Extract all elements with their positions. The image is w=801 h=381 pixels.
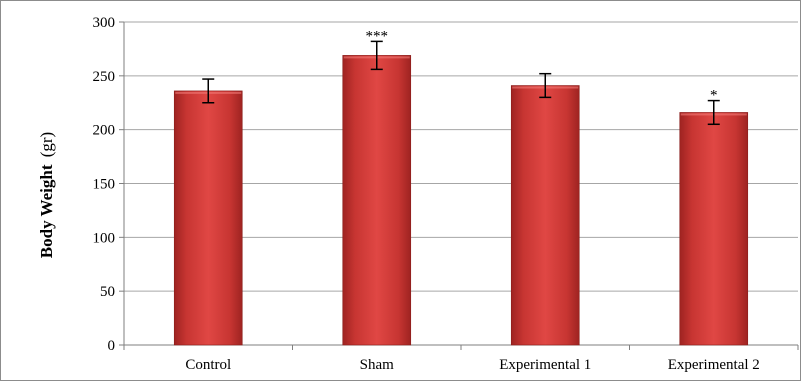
bar-experimental-2 — [679, 112, 749, 346]
bar-experimental-1 — [510, 85, 580, 346]
y-tick-label: 150 — [93, 177, 116, 193]
bar-control — [173, 90, 243, 346]
y-tick-label: 250 — [93, 69, 116, 85]
significance-marker: *** — [366, 28, 389, 44]
labels: 0 50 100 150 200 250 300 Control *** Sham Experime… — [93, 15, 760, 373]
y-tick-label: 100 — [93, 230, 116, 246]
y-tick-label: 300 — [93, 15, 116, 31]
y-axis-title: Body Weight (gr) — [37, 132, 56, 258]
x-tick-label: Experimental 1 — [499, 357, 591, 373]
y-tick-label: 0 — [108, 338, 116, 354]
significance-marker: * — [710, 88, 718, 104]
y-tick-label: 200 — [93, 123, 116, 139]
y-tick-label: 50 — [100, 284, 115, 300]
bars — [173, 40, 749, 346]
x-tick-label: Control — [185, 357, 231, 373]
x-tick-label: Experimental 2 — [668, 357, 760, 373]
x-tick-label: Sham — [360, 357, 395, 373]
bar-sham — [342, 55, 412, 346]
y-axis-title-main: Body Weight — [37, 164, 56, 258]
y-axis-title-unit: (gr) — [37, 132, 56, 157]
